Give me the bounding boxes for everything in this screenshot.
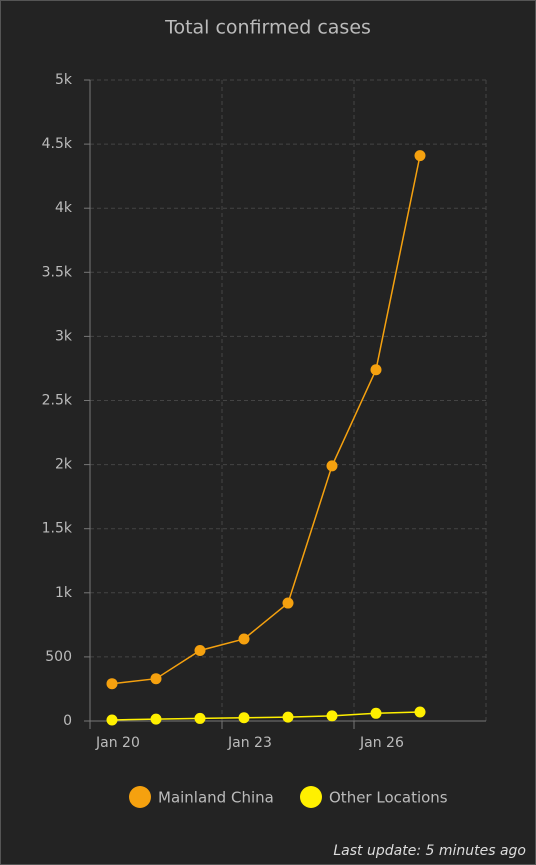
y-tick-label: 2.5k (42, 393, 73, 409)
x-tick-label: Jan 26 (359, 735, 404, 751)
point (238, 633, 250, 645)
series-line (111, 155, 421, 685)
point (326, 710, 338, 722)
x-tick-label: Jan 20 (95, 735, 140, 751)
point (106, 678, 118, 690)
legend-label: Other Locations (329, 789, 448, 807)
point (370, 707, 382, 719)
y-tick-label: 0 (63, 713, 72, 729)
y-tick-label: 1.5k (42, 521, 73, 537)
point (150, 673, 162, 685)
legend-marker (129, 786, 151, 808)
series-line (111, 711, 421, 721)
point (326, 460, 338, 472)
point (238, 712, 250, 724)
y-tick-label: 3k (55, 328, 73, 344)
point (194, 712, 206, 724)
point (194, 644, 206, 656)
point (150, 713, 162, 725)
y-tick-label: 500 (45, 649, 72, 665)
point (414, 706, 426, 718)
y-tick-label: 2k (55, 457, 73, 473)
y-tick-label: 5k (55, 72, 73, 88)
point (282, 711, 294, 723)
y-tick-label: 4.5k (42, 136, 73, 152)
point (414, 150, 426, 162)
x-tick-label: Jan 23 (227, 735, 272, 751)
footer: Last update: 5 minutes ago (333, 843, 526, 859)
chart-title: Total confirmed cases (164, 17, 371, 39)
y-tick-label: 1k (55, 585, 73, 601)
point (370, 364, 382, 376)
y-tick-label: 3.5k (42, 264, 73, 280)
y-tick-label: 4k (55, 200, 73, 216)
legend-label: Mainland China (158, 789, 274, 807)
legend-marker (300, 786, 322, 808)
point (106, 714, 118, 726)
point (282, 597, 294, 609)
